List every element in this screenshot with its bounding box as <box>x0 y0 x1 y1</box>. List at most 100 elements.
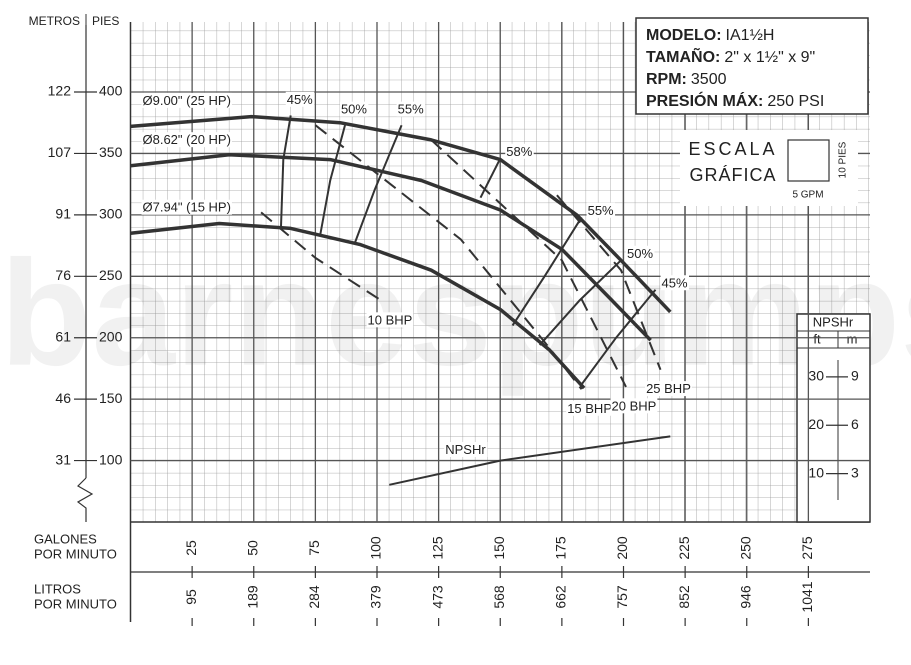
y-tick-label: 200 <box>99 328 123 344</box>
curve <box>279 115 292 230</box>
info-label: MODELO: <box>646 27 722 44</box>
label-background <box>141 92 232 108</box>
curve <box>479 157 502 199</box>
series-label: 58% <box>506 144 532 159</box>
label-background <box>339 101 369 117</box>
x-tick-label: 250 <box>737 536 753 560</box>
x2-tick-label: 852 <box>676 585 692 609</box>
x2-tick-label: 284 <box>306 585 322 609</box>
x2-tick-label: 1041 <box>799 581 815 612</box>
curve <box>389 435 671 486</box>
y-label-pies: PIES <box>92 14 119 28</box>
x-tick-label: 25 <box>183 540 199 556</box>
x-tick-label: 275 <box>799 536 815 560</box>
info-label: RPM: <box>646 71 687 88</box>
y-tick-label: 350 <box>99 144 123 160</box>
label-background <box>285 91 315 107</box>
y2-tick-label: 10 <box>808 464 824 480</box>
bhp-line <box>430 139 627 388</box>
y2-tick-label: 20 <box>808 416 824 432</box>
scale-title: ESCALA <box>688 139 777 159</box>
y2-m-tick-label: 6 <box>851 416 859 432</box>
y-metros-tick-label: 91 <box>55 206 71 222</box>
x2-label: LITROS <box>34 581 81 596</box>
label-background <box>626 245 655 261</box>
y-tick-label: 300 <box>99 206 123 222</box>
bhp-line <box>260 211 383 302</box>
x2-tick-label: 379 <box>368 585 384 609</box>
y-metros-tick-label: 46 <box>55 390 71 406</box>
x-tick-label: 200 <box>614 536 630 560</box>
scale-width-label: 5 GPM <box>792 190 823 201</box>
y-metros-tick-label: 122 <box>48 83 72 99</box>
series-label: Ø9.00" (25 HP) <box>143 93 231 108</box>
series-label: 50% <box>341 102 367 117</box>
y2-tick-label: 30 <box>808 368 824 384</box>
x2-tick-label: 95 <box>183 589 199 605</box>
curve <box>130 114 672 314</box>
y-metros-tick-label: 76 <box>55 267 71 283</box>
label-background <box>141 199 232 215</box>
info-value: 250 PSI <box>767 93 824 110</box>
x-tick-label: 100 <box>368 536 384 560</box>
x-tick-label: 50 <box>244 540 260 556</box>
series-label: 45% <box>662 275 688 290</box>
label-background <box>645 381 692 397</box>
label-background <box>141 132 232 148</box>
label-background <box>396 101 426 117</box>
scale-height-label: 10 PIES <box>838 141 849 178</box>
series-label: 55% <box>398 102 424 117</box>
curve <box>353 124 403 244</box>
info-line: TAMAÑO: 2" x 1½" x 9" <box>646 46 815 66</box>
info-line: MODELO: IA1½H <box>646 27 774 44</box>
series-label: NPSHr <box>445 442 486 457</box>
info-value: IA1½H <box>726 27 775 44</box>
x2-tick-label: 946 <box>737 585 753 609</box>
series-label: 15 BHP <box>567 401 612 416</box>
curve <box>580 289 657 385</box>
info-line: PRESIÓN MÁX: 250 PSI <box>646 91 824 110</box>
info-value: 3500 <box>691 71 727 88</box>
x2-tick-label: 662 <box>553 585 569 609</box>
y-label-metros: METROS <box>29 14 80 28</box>
x-tick-label: 150 <box>491 536 507 560</box>
plot-layer: Ø9.00" (25 HP) Ø8.62" (20 HP) Ø7.94" (15 H… <box>130 22 870 522</box>
y-tick-label: 100 <box>99 451 123 467</box>
info-value: 2" x 1½" x 9" <box>724 49 815 66</box>
y-metros-tick-label: 61 <box>55 328 71 344</box>
label-background <box>610 398 658 414</box>
series-label: Ø7.94" (15 HP) <box>143 200 231 215</box>
y-tick-label: 150 <box>99 390 123 406</box>
x2-tick-label: 757 <box>614 585 630 609</box>
x-tick-label: 225 <box>676 536 692 560</box>
series-label: 25 BHP <box>646 381 691 396</box>
x2-tick-label: 568 <box>491 585 507 609</box>
series-label: Ø8.62" (20 HP) <box>143 132 231 147</box>
npshr-m-label: m <box>847 331 858 346</box>
info-label: TAMAÑO: <box>646 46 720 66</box>
label-background <box>366 312 414 328</box>
scale-square <box>787 139 830 182</box>
bhp-line <box>556 194 662 371</box>
label-background <box>566 400 614 416</box>
info-box <box>635 17 869 115</box>
curve <box>538 259 622 346</box>
info-lines: MODELO: IA1½H TAMAÑO: 2" x 1½" x 9" RPM: 3500… <box>646 27 824 110</box>
label-background <box>660 275 690 291</box>
y-tick-label: 400 <box>99 83 123 99</box>
y2-m-tick-label: 9 <box>851 368 859 384</box>
y-metros-tick-label: 31 <box>55 451 71 467</box>
curve <box>130 152 652 342</box>
npshr-ft-label: ft <box>813 331 821 346</box>
axis-break <box>76 477 94 522</box>
label-background <box>444 442 488 458</box>
x-tick-label: 175 <box>553 536 569 560</box>
x-label: GALONES <box>34 531 97 546</box>
label-background <box>505 143 534 159</box>
series-label: 10 BHP <box>368 312 413 327</box>
y2-m-tick-label: 3 <box>851 464 859 480</box>
label-background <box>586 202 616 218</box>
y-tick-label: 250 <box>99 267 123 283</box>
npshr-panel <box>796 313 871 523</box>
